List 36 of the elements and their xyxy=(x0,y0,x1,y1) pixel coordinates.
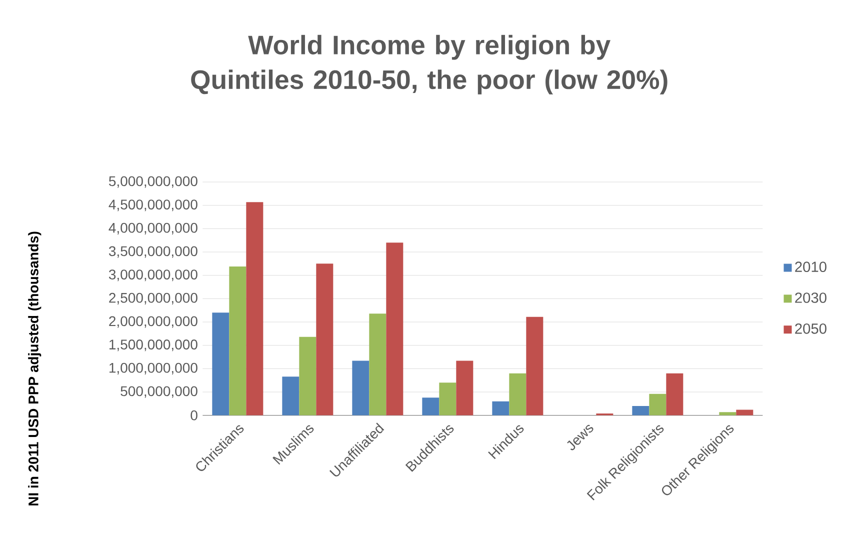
bar xyxy=(299,336,316,416)
bar xyxy=(649,394,666,416)
y-tick-label: 2,500,000,000 xyxy=(109,292,198,304)
bar xyxy=(282,376,300,416)
y-tick-label: 4,000,000,000 xyxy=(108,222,198,234)
y-tick-label: 2,000,000,000 xyxy=(109,316,198,328)
y-tick-label: 1,000,000,000 xyxy=(109,362,198,374)
legend-label: 2010 xyxy=(795,262,826,272)
legend-label: 2030 xyxy=(795,292,826,303)
bar xyxy=(246,202,264,416)
y-tick-label: 3,500,000,000 xyxy=(108,246,198,258)
bar xyxy=(666,373,684,416)
y-axis-title: NI in 2011 USD PPP adjusted (thousands) xyxy=(28,232,42,506)
bar xyxy=(632,406,650,416)
bar xyxy=(492,401,510,416)
bar xyxy=(229,266,246,416)
bar xyxy=(422,398,440,416)
bar xyxy=(386,242,404,416)
bar xyxy=(736,410,754,416)
bar xyxy=(352,360,370,416)
y-tick-label: 1,500,000,000 xyxy=(109,340,198,352)
y-tick-label: 4,500,000,000 xyxy=(108,200,198,212)
bar xyxy=(316,264,334,416)
legend-label: 2050 xyxy=(795,323,826,334)
bar xyxy=(509,373,526,416)
chart-title: World Income by religion by Quintiles 2010-50, the poor (low 20%) xyxy=(191,34,668,94)
bar xyxy=(456,360,474,416)
bar xyxy=(212,312,230,416)
bar xyxy=(526,316,544,416)
y-tick-label: 500,000,000 xyxy=(120,386,198,398)
y-tick-label: 5,000,000,000 xyxy=(108,176,198,188)
y-tick-label: 0 xyxy=(190,410,198,420)
bar xyxy=(719,412,736,416)
bar xyxy=(369,314,386,416)
y-tick-label: 3,000,000,000 xyxy=(108,270,198,282)
bar xyxy=(439,382,456,416)
